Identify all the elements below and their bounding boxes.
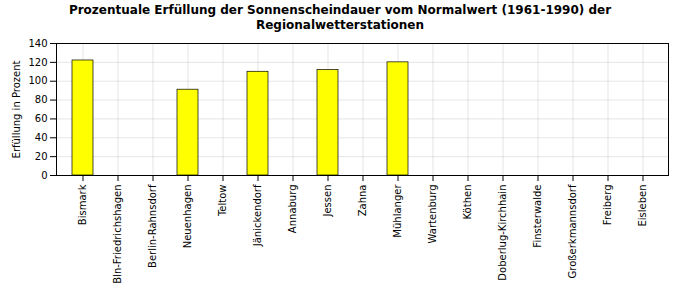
svg-text:Jänickendorf: Jänickendorf	[252, 184, 263, 247]
svg-text:Finsterwalde: Finsterwalde	[532, 185, 543, 248]
html-text:Prozentuale Erfüllung der Sonn: Prozentuale Erfüllung der Sonnenscheinda…	[68, 3, 612, 32]
svg-text:100: 100	[28, 75, 47, 86]
svg-text:Bismark: Bismark	[77, 184, 88, 225]
svg-text:80: 80	[35, 94, 48, 105]
svg-text:Jessen: Jessen	[322, 185, 333, 218]
svg-text:Annaburg: Annaburg	[287, 185, 298, 234]
svg-text:Köthen: Köthen	[462, 185, 473, 220]
svg-text:Großerkmannsdorf: Großerkmannsdorf	[567, 184, 578, 278]
svg-text:Bln-Friedrichshagen: Bln-Friedrichshagen	[112, 185, 123, 284]
svg-text:0: 0	[41, 170, 47, 181]
svg-text:40: 40	[35, 132, 48, 143]
svg-text:Berlin-Rahnsdorf: Berlin-Rahnsdorf	[147, 184, 158, 268]
svg-text:Teltow: Teltow	[217, 185, 228, 218]
svg-text:20: 20	[35, 151, 48, 162]
svg-text:Freiberg: Freiberg	[602, 185, 613, 226]
svg-text:Wartenburg: Wartenburg	[427, 185, 438, 244]
svg-text:Eisleben: Eisleben	[637, 185, 648, 227]
svg-text:Zahna: Zahna	[357, 185, 368, 217]
svg-text:Erfüllung in Prozent: Erfüllung in Prozent	[11, 60, 22, 158]
svg-text:Mühlanger: Mühlanger	[392, 184, 403, 238]
svg-text:60: 60	[35, 113, 48, 124]
svg-text:120: 120	[28, 57, 47, 68]
svg-text:Doberlug-Kirchhain: Doberlug-Kirchhain	[497, 185, 508, 281]
svg-text:140: 140	[28, 38, 47, 49]
svg-text:Neuenhagen: Neuenhagen	[182, 185, 193, 249]
